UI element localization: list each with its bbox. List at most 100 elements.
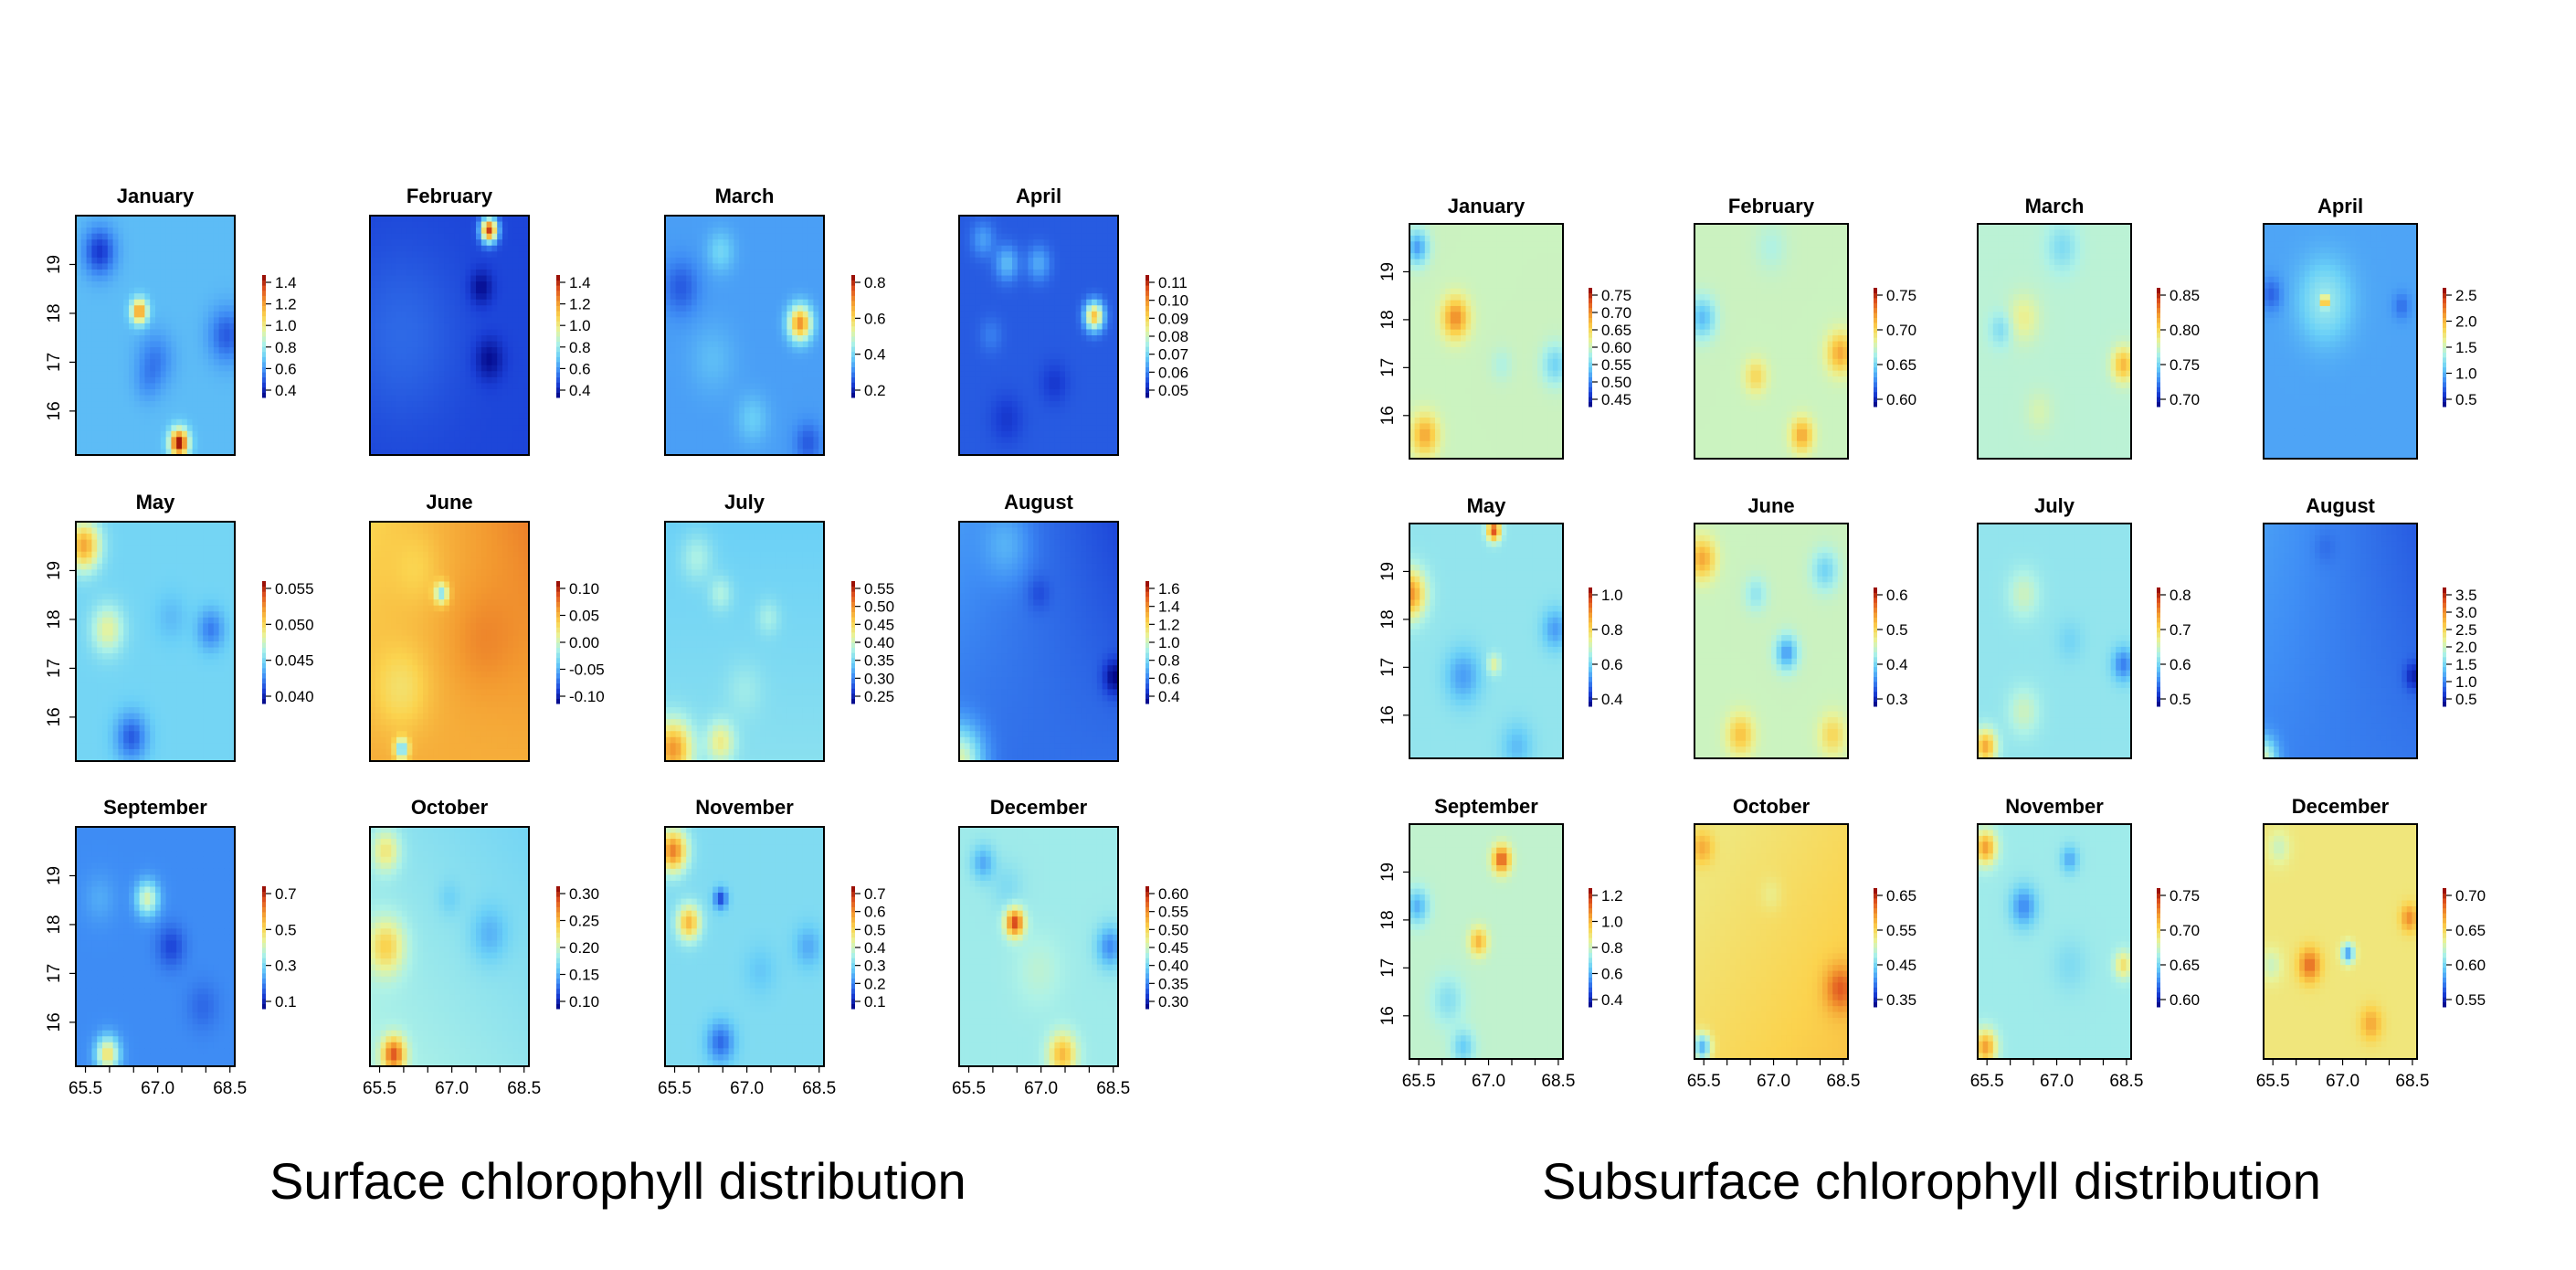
colorbar-tick-label: 0.6 — [275, 360, 297, 377]
panel-title: September — [1434, 795, 1538, 818]
x-tick-label: 67.0 — [2326, 1072, 2360, 1091]
colorbar-tick-label: 0.6 — [1601, 656, 1623, 673]
colorbar-tick-label: 0.55 — [2455, 991, 2486, 1009]
colorbar-tick-label: 0.6 — [2170, 656, 2191, 673]
colorbar-tick-label: 0.60 — [1886, 391, 1916, 408]
y-tick-label: 17 — [1378, 958, 1398, 978]
heatmap-cells — [959, 216, 1119, 456]
colorbar: 0.550.600.650.70 — [2443, 887, 2486, 1009]
panel-title: December — [990, 796, 1088, 819]
colorbar-tick-label: 0.40 — [864, 634, 894, 651]
colorbar-tick-label: 1.0 — [1601, 587, 1623, 604]
x-axis: 65.5 67.0 68.5 — [2256, 1059, 2430, 1091]
colorbar-tick-label: 0.75 — [1886, 287, 1916, 304]
colorbar-tick-label: 0.045 — [275, 652, 314, 670]
colorbar-tick-label: 0.65 — [2170, 957, 2200, 974]
colorbar-tick-label: 0.8 — [275, 339, 297, 356]
heatmap-cells — [1694, 824, 1849, 1060]
colorbar: 0.20.40.60.8 — [851, 274, 886, 399]
heatmap-cells — [76, 827, 236, 1067]
colorbar-tick-label: 0.5 — [275, 921, 297, 938]
colorbar-tick-label: 0.3 — [275, 958, 297, 975]
colorbar-tick-label: 0.55 — [1601, 356, 1631, 374]
colorbar: 0.600.650.700.75 — [1874, 287, 1916, 408]
colorbar-tick-label: 0.4 — [1158, 688, 1180, 705]
panel-title: July — [2034, 494, 2075, 517]
colorbar-tick-label: 0.35 — [864, 652, 894, 670]
panel-title: April — [2317, 195, 2363, 217]
y-tick-label: 18 — [45, 609, 64, 629]
panel-title: May — [1467, 494, 1507, 517]
heatmap-cells — [1409, 224, 1564, 460]
colorbar-tick-label: 0.35 — [1158, 975, 1188, 992]
colorbar-tick-label: 0.30 — [864, 670, 894, 687]
y-tick-label: 16 — [45, 707, 64, 726]
colorbar-tick-label: 1.2 — [1158, 616, 1180, 633]
panel-title: May — [136, 491, 176, 513]
colorbar: 0.51.01.52.02.5 — [2443, 287, 2477, 408]
colorbar-tick-label: 0.45 — [864, 616, 894, 633]
x-axis: 65.5 67.0 68.5 — [363, 1066, 541, 1098]
colorbar-tick-label: 2.5 — [2455, 287, 2477, 304]
colorbar-tick-label: 0.5 — [864, 921, 886, 938]
colorbar-tick-label: 0.8 — [1158, 652, 1180, 670]
colorbar-tick-label: 0.70 — [1886, 322, 1916, 339]
colorbar-tick-label: 2.0 — [2455, 313, 2477, 331]
colorbar-tick-label: 0.05 — [1158, 382, 1188, 399]
colorbar-tick-label: 0.50 — [1601, 374, 1631, 391]
x-tick-label: 65.5 — [658, 1079, 692, 1098]
colorbar-tick-label: 0.7 — [864, 885, 886, 903]
colorbar-tick-label: 0.55 — [1886, 922, 1916, 939]
colorbar-tick-label: 0.08 — [1158, 328, 1188, 345]
y-tick-label: 18 — [1378, 910, 1398, 929]
x-axis: 65.5 67.0 68.5 — [952, 1066, 1130, 1098]
panel-title: January — [117, 185, 195, 207]
colorbar-tick-label: 0.4 — [864, 346, 886, 364]
y-tick-label: 19 — [45, 561, 64, 580]
colorbar-tick-label: 0.2 — [864, 975, 886, 992]
colorbar-tick-label: 0.35 — [1886, 991, 1916, 1009]
heatmap-cells — [1694, 224, 1849, 460]
x-tick-label: 67.0 — [1024, 1079, 1058, 1098]
colorbar: 0.51.01.52.02.53.03.5 — [2443, 587, 2477, 708]
colorbar-tick-label: 1.4 — [569, 274, 591, 291]
colorbar-tick-label: 0.6 — [1886, 587, 1908, 604]
panel-title: February — [406, 185, 493, 207]
colorbar-tick-label: 0.70 — [2170, 922, 2200, 939]
y-tick-label: 19 — [45, 255, 64, 274]
colorbar: 0.700.750.800.85 — [2157, 287, 2200, 408]
colorbar-tick-label: 0.8 — [1601, 939, 1623, 957]
colorbar-tick-label: 0.1 — [275, 993, 297, 1011]
heatmap-cells — [665, 216, 825, 456]
panel-title: November — [695, 796, 794, 819]
panel-title: February — [1728, 195, 1815, 217]
colorbar-tick-label: 0.6 — [864, 310, 886, 327]
x-tick-label: 65.5 — [952, 1079, 986, 1098]
colorbar-tick-label: -0.05 — [569, 661, 605, 679]
heatmap-cells — [1978, 824, 2132, 1060]
panel-january: January0.450.500.550.600.650.700.7516171… — [1378, 195, 1631, 460]
colorbar: 0.30.40.50.6 — [1874, 587, 1908, 708]
colorbar-tick-label: 0.80 — [2170, 322, 2200, 339]
colorbar-tick-label: 3.0 — [2455, 604, 2477, 621]
panel-title: April — [1016, 185, 1061, 207]
colorbar-tick-label: 1.4 — [1158, 598, 1180, 616]
colorbar-tick-label: 0.85 — [2170, 287, 2200, 304]
x-axis: 65.5 67.0 68.5 — [1687, 1059, 1861, 1091]
heatmap-cells — [959, 827, 1119, 1067]
colorbar-tick-label: 0.25 — [569, 913, 599, 930]
panel-title: November — [2005, 795, 2104, 818]
x-tick-label: 68.5 — [802, 1079, 836, 1098]
